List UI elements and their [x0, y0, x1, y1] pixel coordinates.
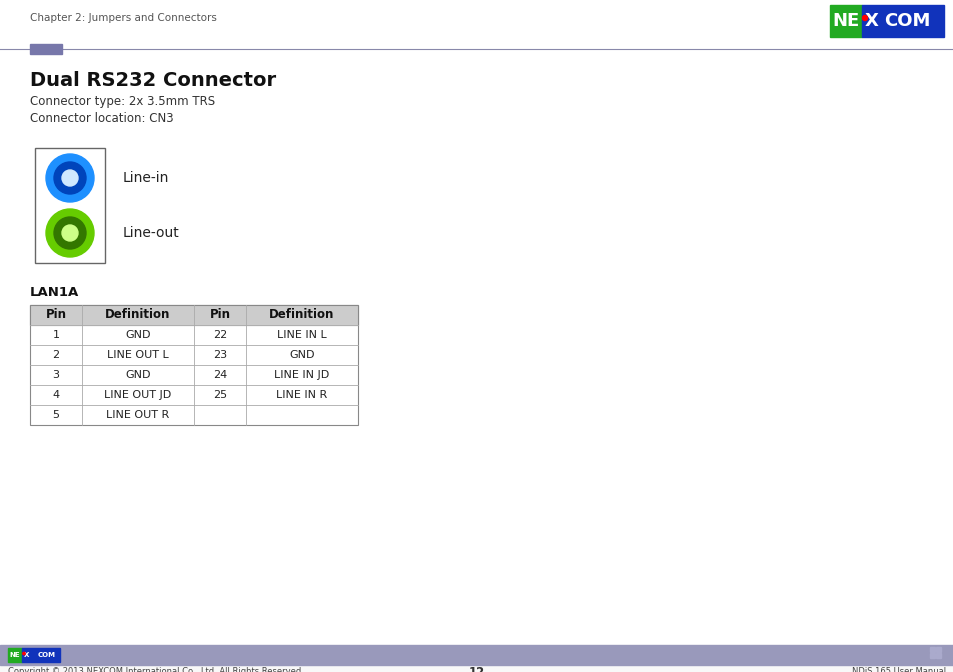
- Circle shape: [54, 162, 86, 194]
- Text: COM: COM: [38, 652, 56, 658]
- Text: Pin: Pin: [210, 308, 231, 321]
- Bar: [862, 5, 943, 37]
- Circle shape: [862, 15, 866, 21]
- Bar: [0, 665, 953, 672]
- Text: 23: 23: [213, 350, 227, 360]
- Text: Line-in: Line-in: [123, 171, 170, 185]
- Bar: [30, 365, 357, 385]
- Bar: [30, 345, 357, 365]
- Text: NDiS 165 User Manual: NDiS 165 User Manual: [851, 667, 945, 672]
- Text: Definition: Definition: [105, 308, 171, 321]
- Text: 25: 25: [213, 390, 227, 400]
- Circle shape: [23, 653, 25, 655]
- Bar: [22, 648, 60, 662]
- Text: LAN1A: LAN1A: [30, 286, 79, 298]
- Bar: [30, 325, 357, 345]
- Bar: [929, 647, 934, 652]
- Text: 3: 3: [52, 370, 59, 380]
- Text: GND: GND: [289, 350, 314, 360]
- Circle shape: [46, 154, 94, 202]
- Text: COM: COM: [882, 12, 929, 30]
- Bar: [35, 148, 105, 263]
- Text: Definition: Definition: [269, 308, 335, 321]
- Circle shape: [46, 209, 94, 257]
- Text: 12: 12: [468, 665, 485, 672]
- Bar: [929, 653, 934, 658]
- Bar: [30, 385, 357, 405]
- Text: 1: 1: [52, 330, 59, 340]
- Circle shape: [62, 225, 78, 241]
- Text: Dual RS232 Connector: Dual RS232 Connector: [30, 71, 275, 89]
- Text: LINE OUT R: LINE OUT R: [107, 410, 170, 420]
- Bar: [30, 305, 357, 325]
- Text: 4: 4: [52, 390, 59, 400]
- Bar: [8, 648, 22, 662]
- Bar: [30, 44, 62, 54]
- Text: X: X: [24, 652, 30, 658]
- Text: Connector type: 2x 3.5mm TRS: Connector type: 2x 3.5mm TRS: [30, 95, 214, 108]
- Bar: [935, 653, 940, 658]
- Text: 24: 24: [213, 370, 227, 380]
- Text: Copyright © 2013 NEXCOM International Co., Ltd. All Rights Reserved.: Copyright © 2013 NEXCOM International Co…: [8, 667, 304, 672]
- Text: GND: GND: [125, 330, 151, 340]
- Text: X: X: [864, 12, 878, 30]
- Text: LINE IN JD: LINE IN JD: [274, 370, 330, 380]
- Bar: [829, 5, 862, 37]
- Circle shape: [62, 170, 78, 186]
- Text: NE: NE: [10, 652, 20, 658]
- Text: LINE IN L: LINE IN L: [276, 330, 327, 340]
- Bar: [30, 305, 357, 425]
- Text: 2: 2: [52, 350, 59, 360]
- Text: Connector location: CN3: Connector location: CN3: [30, 112, 173, 124]
- Text: NE: NE: [832, 12, 859, 30]
- Bar: [935, 647, 940, 652]
- Text: Line-out: Line-out: [123, 226, 179, 240]
- Bar: [30, 405, 357, 425]
- Text: LINE IN R: LINE IN R: [276, 390, 327, 400]
- Text: LINE OUT JD: LINE OUT JD: [104, 390, 172, 400]
- Text: LINE OUT L: LINE OUT L: [107, 350, 169, 360]
- Text: GND: GND: [125, 370, 151, 380]
- Text: 22: 22: [213, 330, 227, 340]
- Bar: [0, 645, 953, 665]
- Circle shape: [54, 217, 86, 249]
- Text: 5: 5: [52, 410, 59, 420]
- Text: Chapter 2: Jumpers and Connectors: Chapter 2: Jumpers and Connectors: [30, 13, 216, 23]
- Text: Pin: Pin: [46, 308, 67, 321]
